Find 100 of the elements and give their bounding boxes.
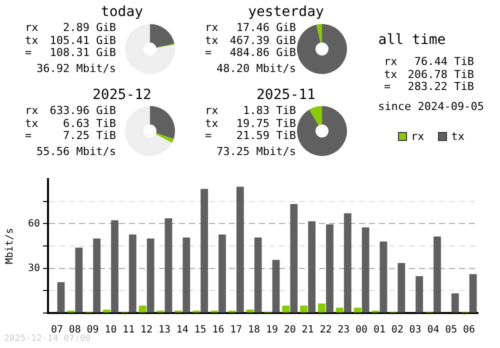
bar [254, 238, 262, 312]
text: rx [205, 21, 218, 34]
text: 17.46 GiB [235, 21, 296, 34]
text: 108.31 GiB [48, 46, 116, 60]
x-tick-label: 10 [104, 324, 117, 336]
bar [111, 220, 118, 312]
text: = [25, 46, 33, 60]
x-tick-label: 06 [463, 324, 476, 336]
text: 484.86 GiB [228, 46, 296, 60]
chart-title: 2025-12 [91, 87, 152, 103]
text: 7.25 TiB [62, 129, 116, 142]
chart-title: yesterday [247, 4, 325, 20]
bar [344, 213, 352, 312]
text: 21.59 TiB [235, 129, 296, 142]
text: tx [383, 68, 398, 81]
text: 48.20 Mbit/s [216, 62, 296, 75]
bar [416, 276, 424, 312]
x-tick-label: 05 [445, 324, 458, 336]
legend-label: rx [411, 130, 424, 143]
bar [102, 310, 110, 312]
bar [362, 227, 370, 312]
text: 633.96 GiB [48, 104, 116, 118]
x-tick-label: 09 [86, 324, 99, 336]
bar [282, 306, 290, 312]
bar [434, 236, 441, 312]
bar [354, 308, 362, 312]
x-tick-label: 22 [320, 324, 332, 336]
text: 76.44 TiB [413, 55, 474, 68]
bar [336, 308, 344, 312]
legend-label: tx [451, 130, 464, 143]
bar [380, 242, 388, 312]
text: 2.89 GiB [62, 21, 116, 34]
x-tick-label: 16 [212, 324, 224, 336]
text: tx [205, 34, 218, 47]
bar [200, 188, 208, 312]
bar [246, 310, 254, 312]
x-tick-label: 12 [140, 324, 153, 336]
text: = [25, 129, 33, 142]
x-tick-label: 15 [194, 324, 206, 336]
chart-title: today [100, 4, 144, 20]
chart-title: 2025-11 [255, 87, 316, 103]
text: 6.63 TiB [62, 116, 116, 130]
text: rx [383, 55, 398, 68]
bar [326, 224, 334, 312]
bar [236, 186, 244, 312]
x-tick-label: 01 [373, 324, 386, 336]
bar [469, 274, 477, 312]
text: tx [25, 34, 38, 47]
bar [146, 238, 154, 312]
x-tick-label: 04 [427, 324, 440, 336]
bar [290, 204, 298, 312]
text: 1.83 TiB [242, 104, 296, 118]
text: = [205, 46, 213, 60]
text: 19.75 TiB [235, 116, 296, 130]
x-tick-label: 03 [409, 324, 422, 336]
text: 283.22 TiB [406, 80, 474, 94]
bar [128, 234, 136, 312]
bar [182, 238, 190, 312]
x-tick-label: 00 [356, 324, 368, 336]
x-tick-label: 23 [338, 324, 350, 336]
bar [451, 293, 459, 312]
x-tick-label: 02 [391, 324, 404, 336]
text: tx [205, 116, 218, 130]
y-axis-title: Mbit/s [4, 228, 16, 264]
text: 467.39 GiB [228, 34, 296, 47]
bar [138, 306, 146, 312]
bar [218, 234, 226, 312]
bar [57, 282, 65, 312]
x-tick-label: 21 [302, 324, 314, 336]
text: tx [25, 116, 38, 130]
text: = [205, 129, 213, 142]
y-tick-label: 30 [28, 262, 40, 274]
bar [398, 262, 406, 312]
x-tick-label: 17 [230, 324, 242, 336]
text: 36.92 Mbit/s [36, 62, 116, 75]
text: 55.56 Mbit/s [36, 144, 116, 158]
bar [308, 221, 316, 312]
x-tick-label: 18 [248, 324, 260, 336]
bar [93, 238, 101, 312]
x-tick-label: 11 [122, 324, 135, 336]
x-tick-label: 13 [158, 324, 170, 336]
y-tick-label: 60 [28, 218, 40, 230]
text: 206.78 TiB [406, 68, 474, 81]
bar [272, 260, 280, 312]
text: 105.41 GiB [48, 34, 116, 47]
x-tick-label: 07 [50, 324, 63, 336]
x-tick-label: 20 [284, 324, 296, 336]
text: all time [377, 32, 447, 48]
text: since 2024-09-05 [378, 100, 484, 113]
x-tick-label: 08 [68, 324, 81, 336]
text: 73.25 Mbit/s [216, 144, 296, 158]
bar [164, 218, 172, 312]
bar [75, 248, 83, 312]
bar [318, 303, 326, 312]
x-tick-label: 14 [176, 324, 188, 336]
text: = [383, 80, 392, 94]
bar [300, 306, 308, 312]
text: rx [205, 104, 218, 118]
x-tick-label: 19 [266, 324, 278, 336]
text: rx [25, 104, 38, 118]
